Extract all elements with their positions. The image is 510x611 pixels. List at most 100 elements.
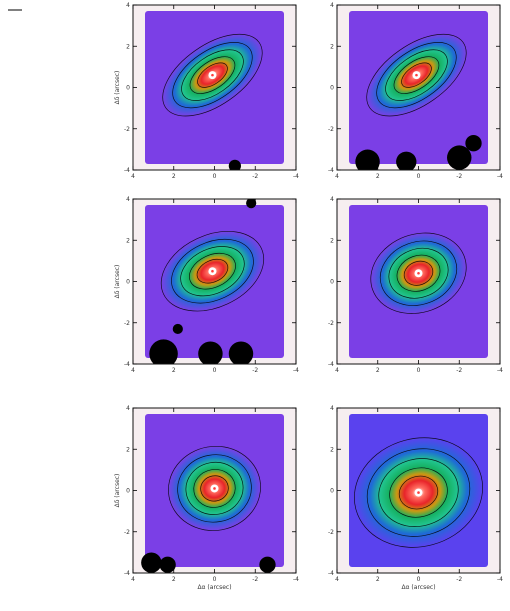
contour-line [189, 56, 236, 94]
contour-line [388, 247, 449, 299]
y-tick-label: 0 [126, 85, 130, 92]
contour-line [370, 232, 467, 314]
y-tick-label: 0 [330, 85, 334, 92]
y-tick-label: 2 [330, 43, 334, 50]
x-tick-label: 0 [417, 367, 421, 374]
x-tick-label: 4 [335, 576, 339, 583]
x-tick-label: 0 [417, 576, 421, 583]
y-tick-label: -4 [328, 167, 334, 174]
masked-region [259, 556, 276, 573]
contour-line [171, 238, 254, 304]
y-tick-label: 0 [126, 279, 130, 286]
contour-line [385, 49, 448, 101]
contour-line [401, 62, 432, 88]
y-tick-label: 4 [126, 405, 130, 412]
y-tick-label: -2 [328, 126, 334, 133]
x-tick-label: -4 [497, 173, 503, 180]
contour-line [393, 56, 440, 94]
x-tick-label: -4 [497, 367, 503, 374]
y-tick-label: 2 [126, 446, 130, 453]
peak-marker-core [417, 491, 420, 494]
peak-marker-core [213, 487, 216, 490]
x-tick-label: -4 [497, 576, 503, 583]
y-tick-label: -4 [124, 570, 130, 577]
contour-line [185, 461, 244, 515]
x-tick-label: 2 [172, 576, 176, 583]
x-tick-label: -2 [456, 576, 462, 583]
panel: 4 4 2 2 0 0 -2 -2 -4 -4 Δδ (arcsec) Δα (arcsec) [114, 405, 299, 591]
x-axis-label: Δα (arcsec) [197, 584, 231, 591]
x-tick-label: 0 [417, 173, 421, 180]
x-tick-label: -2 [252, 576, 258, 583]
contour-line [181, 49, 244, 101]
panel: 4 4 2 2 0 0 -2 -2 -4 -4 Δα (arcsec) [328, 405, 503, 591]
x-tick-label: 0 [213, 367, 217, 374]
x-tick-label: 2 [376, 576, 380, 583]
x-tick-label: -4 [293, 173, 299, 180]
contour-line [193, 469, 236, 508]
y-tick-label: 2 [330, 446, 334, 453]
contour-line [376, 42, 457, 109]
masked-region [355, 149, 380, 170]
x-tick-label: 4 [335, 367, 339, 374]
contour-line [379, 240, 458, 306]
y-tick-label: 2 [126, 43, 130, 50]
y-tick-label: 0 [330, 279, 334, 286]
contour-line [197, 62, 228, 88]
masked-region [198, 341, 223, 364]
y-tick-label: -4 [328, 570, 334, 577]
y-tick-label: -4 [328, 361, 334, 368]
x-tick-label: -2 [252, 367, 258, 374]
y-tick-label: 4 [330, 405, 334, 412]
y-tick-label: -4 [124, 167, 130, 174]
x-tick-label: 2 [376, 367, 380, 374]
peak-marker-core [211, 73, 214, 77]
x-tick-label: 4 [131, 576, 135, 583]
contour-line [162, 33, 263, 117]
contour-line [354, 437, 483, 548]
x-tick-label: 0 [213, 173, 217, 180]
contour-line [160, 231, 265, 312]
contour-line [189, 252, 236, 290]
y-axis-label: Δδ (arcsec) [114, 71, 121, 105]
y-tick-label: -2 [124, 320, 130, 327]
x-tick-label: 4 [131, 367, 135, 374]
y-tick-label: -2 [328, 320, 334, 327]
y-tick-label: 2 [126, 237, 130, 244]
contour-line [168, 445, 261, 531]
panel: 4 4 2 2 0 0 -2 -2 -4 -4 [328, 2, 503, 180]
x-tick-label: -2 [456, 173, 462, 180]
y-tick-label: 2 [330, 237, 334, 244]
peak-marker-core [211, 269, 214, 273]
y-tick-label: -4 [124, 361, 130, 368]
x-tick-label: 2 [172, 173, 176, 180]
x-tick-label: -2 [252, 173, 258, 180]
contour-line [403, 260, 434, 286]
contour-line [177, 454, 252, 523]
peak-marker-core [417, 271, 420, 275]
panel: 4 4 2 2 0 0 -2 -2 -4 -4 Δδ (arcsec) [114, 196, 299, 374]
y-tick-label: -2 [124, 126, 130, 133]
masked-region [246, 199, 257, 209]
masked-region [159, 556, 176, 573]
masked-region [228, 159, 241, 170]
contour-line [389, 467, 448, 518]
contour-line [398, 475, 439, 510]
contour-line [172, 42, 253, 109]
y-tick-label: 0 [126, 488, 130, 495]
x-tick-label: 0 [213, 576, 217, 583]
contour-line [366, 33, 467, 117]
contour-line [396, 254, 441, 292]
contour-line [366, 448, 471, 537]
y-axis-label: Δδ (arcsec) [114, 474, 121, 508]
peak-marker-core [415, 73, 418, 77]
masked-region [396, 151, 417, 170]
masked-region [228, 341, 254, 364]
x-tick-label: 4 [335, 173, 339, 180]
y-tick-label: -2 [328, 529, 334, 536]
masked-region [447, 145, 472, 170]
y-tick-label: 4 [126, 196, 130, 203]
panel: 4 4 2 2 0 0 -2 -2 -4 -4 Δδ (arcsec) [114, 2, 299, 180]
